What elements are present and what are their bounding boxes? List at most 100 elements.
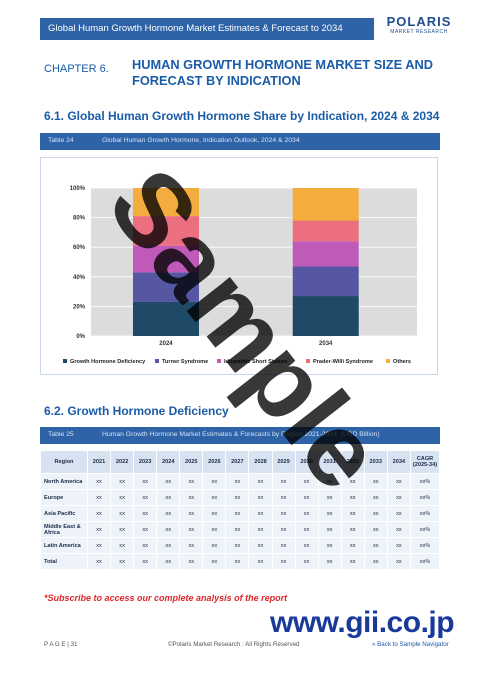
value-cell: xx [386,537,412,554]
legend-label: Others [393,359,411,365]
value-cell: xx% [410,553,440,570]
value-cell: xx [156,521,181,538]
legend-label: Prader-Willi Syndrome [313,359,373,365]
table25-title: Human Growth Hormone Market Estimates & … [102,431,380,438]
value-cell: xx [294,521,319,538]
table-row: Europe xx xx xx xx xx xx xx xx xx xx xx xx xx xx xx% [40,489,440,506]
logo-sub: MARKET RESEARCH [390,29,448,35]
back-to-navigator-link[interactable]: « Back to Sample Navigator [372,641,449,648]
column-header: 2025 [179,450,204,474]
legend-label: Turner Syndrome [162,359,208,365]
value-cell: xx [156,505,181,522]
value-cell: xx [317,473,342,490]
header-bar: Global Human Growth Hormone Market Estim… [40,18,374,40]
value-cell: xx [363,505,388,522]
value-cell: xx [202,537,227,554]
value-cell: xx [133,537,158,554]
table-body: North America xx xx xx xx xx xx xx xx xx xx xx xx xx x… [40,473,440,570]
value-cell: xx [202,553,227,570]
value-cell: xx [86,489,112,506]
value-cell: xx [86,473,112,490]
column-header: 2023 [133,450,158,474]
value-cell: xx [317,505,342,522]
bar-segment [292,296,359,336]
value-cell: xx [156,537,181,554]
value-cell: xx [202,473,227,490]
value-cell: xx [294,505,319,522]
value-cell: xx [86,521,112,538]
column-header: 2021 [86,450,112,474]
value-cell: xx [248,537,273,554]
chapter-title: HUMAN GROWTH HORMONE MARKET SIZE AND FOR… [132,57,433,88]
column-header: 2033 [363,450,388,474]
value-cell: xx [86,553,112,570]
value-cell: xx [317,521,342,538]
value-cell: xx [340,521,365,538]
value-cell: xx [271,473,296,490]
value-cell: xx [110,473,135,490]
value-cell: xx [248,489,273,506]
table-row: North America xx xx xx xx xx xx xx xx xx xx xx xx xx x… [40,473,440,490]
region-cell: Asia Pacific [40,505,88,522]
value-cell: xx [248,473,273,490]
value-cell: xx [225,537,250,554]
header-title: Global Human Growth Hormone Market Estim… [48,23,343,34]
value-cell: xx% [410,521,440,538]
value-cell: xx [202,505,227,522]
value-cell: xx% [410,489,440,506]
value-cell: xx [363,553,388,570]
value-cell: xx [156,473,181,490]
table-row: Latin America xx xx xx xx xx xx xx xx xx xx xx xx xx x… [40,537,440,554]
y-tick-label: 100% [70,186,86,192]
value-cell: xx [340,553,365,570]
legend-label: Growth Hormone Deficiency [70,359,146,365]
y-tick-label: 40% [73,275,86,281]
y-tick-label: 20% [73,304,86,310]
column-header: 2031 [317,450,342,474]
value-cell: xx [363,537,388,554]
value-cell: xx [363,521,388,538]
value-cell: xx [110,505,135,522]
value-cell: xx [179,521,204,538]
value-cell: xx [340,489,365,506]
column-header-region: Region [40,450,88,474]
bar-segment [132,301,199,336]
subscribe-note[interactable]: *Subscribe to access our complete analys… [44,593,288,603]
value-cell: xx [179,505,204,522]
value-cell: xx [248,553,273,570]
value-cell: xx [294,489,319,506]
value-cell: xx [156,489,181,506]
value-cell: xx [225,521,250,538]
region-cell: Latin America [40,537,88,554]
bar-segment [292,188,359,221]
indication-share-chart: 0% 20% 40% 60% 80% 100% 2024 2034 Growth Hormone… [40,157,438,375]
value-cell: xx [225,553,250,570]
value-cell: xx [386,489,412,506]
legend-swatch [217,359,221,363]
bar-segment [132,216,199,246]
value-cell: xx [179,537,204,554]
value-cell: xx [133,505,158,522]
value-cell: xx [386,521,412,538]
value-cell: xx [363,489,388,506]
value-cell: xx [86,537,112,554]
table24-title: Global Human Growth Hormone, Indication … [102,137,300,144]
section-heading-2: 6.2. Growth Hormone Deficiency [44,404,229,418]
column-header: 2034 [386,450,412,474]
value-cell: xx [317,553,342,570]
table24-title-bar: Table 24 Global Human Growth Hormone, In… [40,133,440,150]
value-cell: xx [156,553,181,570]
x-tick-label: 2024 [159,341,173,347]
legend-swatch [386,359,390,363]
column-header: 2029 [271,450,296,474]
value-cell: xx [271,537,296,554]
y-tick-label: 80% [73,216,86,222]
column-header: 2022 [110,450,135,474]
value-cell: xx [133,553,158,570]
value-cell: xx [110,521,135,538]
value-cell: xx [340,505,365,522]
value-cell: xx [179,489,204,506]
region-cell: Middle East & Africa [40,521,88,538]
value-cell: xx [110,553,135,570]
region-cell: Europe [40,489,88,506]
